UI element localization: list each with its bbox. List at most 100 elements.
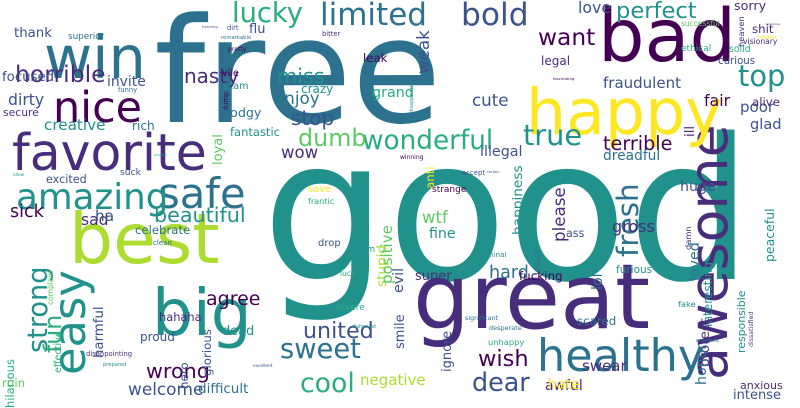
word-perfect: perfect [616,0,697,24]
word-crazy: crazy [301,82,334,96]
word-awful: awful [545,378,583,394]
word-intense: intense [733,388,781,403]
word-funny: funny [118,86,138,94]
word-big: big [152,276,252,351]
word-dirty: dirty [8,90,45,109]
word-bad: bad [598,0,736,79]
word-secure: secure [3,106,39,119]
word-heaven: heaven [736,16,746,47]
word-inferior: inferior [758,35,777,41]
word-fascinating: fascinating [553,76,575,81]
word-luck: luck [340,269,356,278]
word-remarkable: remarkable [221,35,252,41]
word-dreadful: dreadful [603,148,661,164]
word-energetic: energetic [696,338,720,344]
word-fair: fair [704,91,731,110]
word-ruin: ruin [2,376,26,390]
word-poor: poor [740,98,775,116]
word-bitter: bitter [322,30,341,38]
word-flu: flu [249,22,266,37]
word-ass: ass [566,227,585,240]
word-fake: fake [678,299,696,309]
word-smile: smile [393,314,408,349]
word-cool: cool [300,368,355,399]
word-glorious: glorious [200,329,214,376]
word-terrible: terrible [603,132,673,155]
word-superior: superior [68,32,105,42]
word-happy: happy [526,75,723,149]
word-negative: negative [360,371,426,389]
word-glad: glad [750,116,782,133]
word-cute: cute [472,90,509,110]
word-happiness: happiness [510,165,526,235]
word-hard: hard [489,263,529,283]
word-great: great [413,246,651,350]
word-focused: focused [2,70,55,85]
word-horrendous: horrendous [766,23,781,26]
word-ha: ha [95,207,115,225]
word-certain: certain [487,170,500,174]
word-dead: dead [222,324,255,339]
word-suck: suck [120,167,141,178]
word-hero: hero [177,362,191,389]
word-ethical: ethical [681,44,712,54]
word-wish: wish [478,346,529,372]
word-sorry: sorry [734,0,767,13]
word-allow: allow [13,173,25,178]
word-complain: complain [46,270,55,305]
word-fucking: fucking [519,269,563,283]
word-welcome: welcome [128,379,204,399]
word-illegal: illegal [480,144,523,160]
word-responsible: responsible [735,290,748,353]
word-win: win [44,23,146,92]
word-creative: creative [44,116,106,134]
word-difficult: difficult [198,381,249,397]
word-criminal: criminal [478,250,507,259]
word-dream: dream [347,245,376,255]
word-proud: proud [140,330,175,344]
word-wtf: wtf [422,208,448,227]
word-thank: thank [14,26,52,41]
word-fraudulent: fraudulent [603,74,681,92]
word-favorite: favorite [12,123,207,182]
word-scared: scared [577,314,617,328]
word-top: top [738,59,786,93]
word-significant: significant [465,314,498,322]
word-swear: swear [582,357,627,375]
word-lucky: lucky [232,0,303,29]
word-free: free [154,0,442,157]
word-wrong: wrong [146,359,210,383]
word-grand: grand [372,85,414,101]
word-peaceful: peaceful [762,208,777,262]
word-huge: huge [680,179,716,195]
word-beautiful: beautiful [154,203,246,227]
word-honor: honor [694,343,710,385]
word-gross: gross [612,217,655,236]
word-healthy: healthy [537,331,705,382]
word-sad: sad [81,211,109,229]
word-wonderful: wonderful [362,126,494,156]
word-interesting: interesting [701,261,715,327]
word-lol: lol [590,273,606,290]
word-miss: miss [277,64,325,88]
word-harming: harming [202,24,218,29]
word-scam: scam [223,81,249,92]
word-loyal: loyal [211,134,226,165]
word-leak: leak [363,51,388,65]
word-fantastic: fantastic [230,125,280,139]
word-strange: strange [432,185,467,195]
word-shit: shit [752,22,774,36]
word-sweet: sweet [280,334,361,365]
word-clean: clean [153,239,172,247]
word-true: true [523,118,583,152]
word-hate: hate [548,377,580,393]
word-furious: furious [616,264,653,276]
word-hahaha: hahaha [159,310,202,324]
word-evil: evil [391,267,407,293]
word-united: united [303,318,374,344]
word-excellent: excellent [253,364,273,369]
word-sick: sick [10,202,44,222]
word-accept: accept [462,169,486,177]
word-safe: safe [158,169,246,218]
word-dirt: dirt [227,24,239,32]
